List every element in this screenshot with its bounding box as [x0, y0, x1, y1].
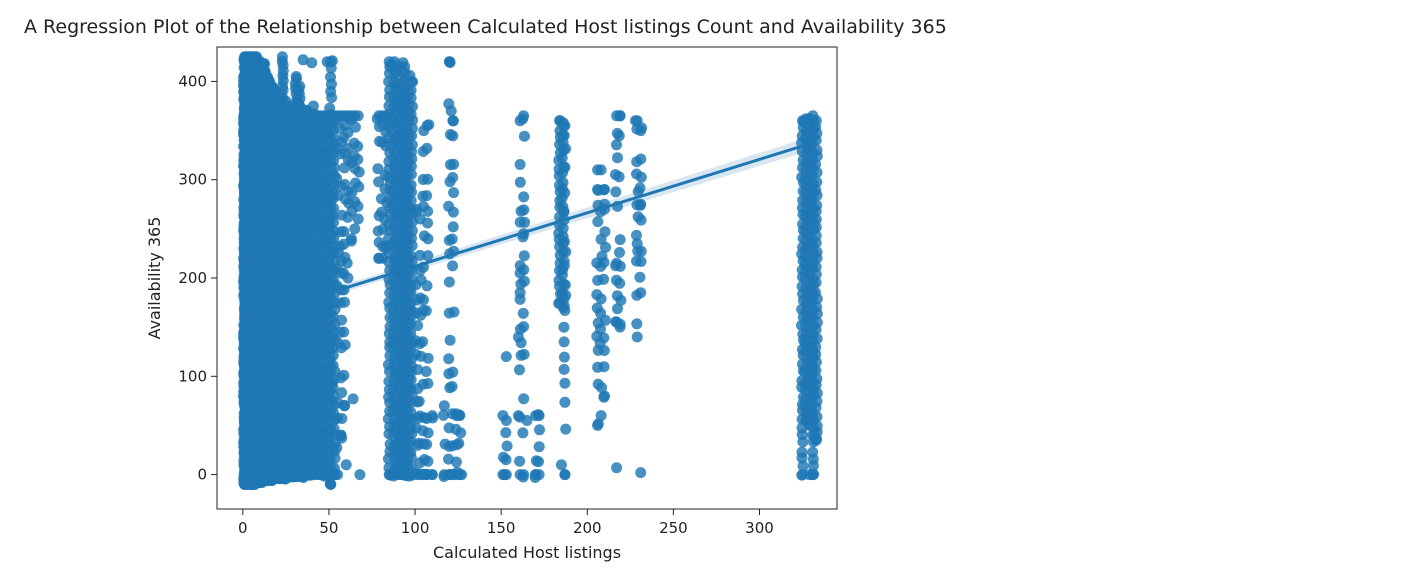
scatter-point [353, 166, 365, 178]
scatter-point [294, 80, 306, 92]
scatter-point [352, 200, 364, 212]
scatter-point [341, 257, 353, 269]
scatter-point [339, 339, 351, 351]
scatter-point [352, 153, 364, 165]
scatter-point [331, 442, 343, 454]
scatter-points [238, 51, 823, 491]
scatter-point [290, 71, 302, 82]
scatter-point [336, 413, 348, 424]
scatter-point [353, 181, 365, 193]
scatter-point [352, 213, 364, 225]
scatter-point [345, 233, 357, 245]
scatter-point [342, 272, 354, 284]
scatter-point [349, 223, 361, 235]
scatter-point [307, 100, 319, 112]
scatter-point [336, 314, 347, 326]
scatter-point [332, 469, 344, 481]
chart-title: A Regression Plot of the Relationship be… [24, 16, 947, 38]
scatter-point [339, 296, 350, 308]
scatter-point [338, 400, 350, 412]
scatter-point [336, 387, 348, 399]
scatter-point [338, 326, 350, 338]
scatter-point [327, 359, 339, 371]
scatter-point [352, 140, 364, 152]
scatter-point [276, 51, 288, 63]
scatter-point [338, 369, 350, 381]
